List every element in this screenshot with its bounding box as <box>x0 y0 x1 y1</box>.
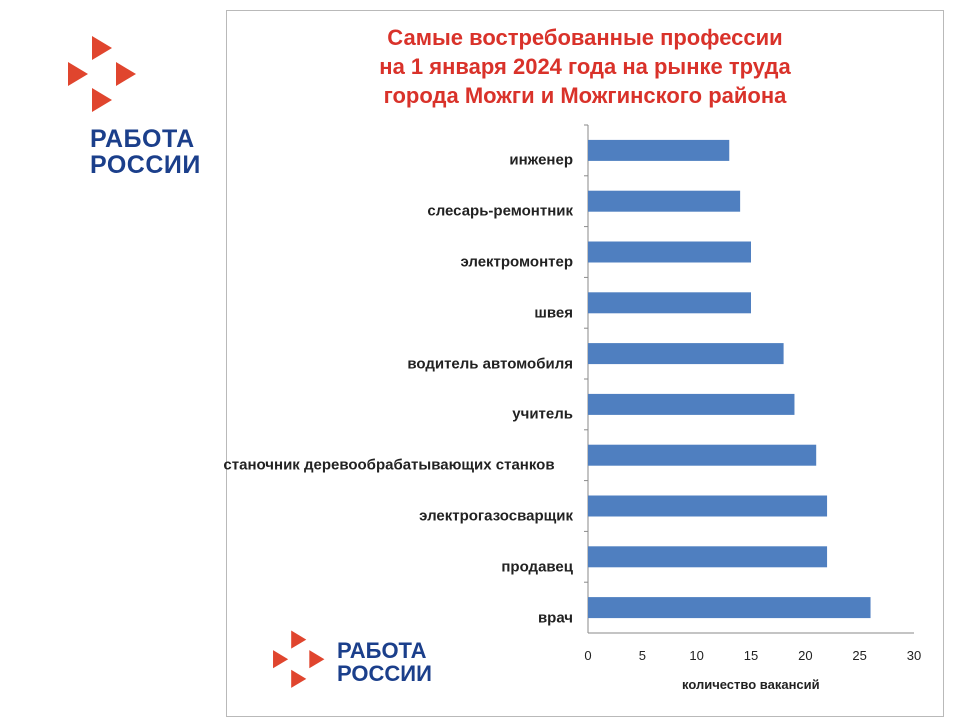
chart-title-line-3: города Можги и Можгинского района <box>383 83 787 108</box>
brand-logo: РАБОТА РОССИИ <box>55 34 215 184</box>
bar-2 <box>588 241 751 263</box>
category-label: водитель автомобиля <box>407 355 573 373</box>
bar-9 <box>588 597 871 619</box>
logo-line-1: РАБОТА <box>90 125 195 153</box>
category-label: электрогазосварщик <box>419 507 573 525</box>
x-tick-label: 25 <box>852 648 866 663</box>
bar-chart: 0 5 10 15 20 25 30 <box>584 124 921 663</box>
bar-6 <box>588 444 817 466</box>
inner-logo-text: РАБОТА РОССИИ <box>337 639 432 685</box>
inner-logo-arrows-icon <box>273 630 325 688</box>
category-label: учитель <box>512 405 573 423</box>
chart-title-line-1: Самые востребованные профессии <box>387 25 783 50</box>
logo-text: РАБОТА РОССИИ <box>90 126 201 178</box>
bar-4 <box>588 343 784 365</box>
inner-logo-line-2: РОССИИ <box>337 661 432 686</box>
x-tick-label: 20 <box>798 648 812 663</box>
x-tick-label: 15 <box>744 648 758 663</box>
x-tick-label: 0 <box>584 648 591 663</box>
category-label: швея <box>534 304 573 322</box>
bar-5 <box>588 393 795 415</box>
category-label: врач <box>537 609 573 627</box>
category-label: станочник деревообрабатывающих станков <box>223 456 555 474</box>
logo-line-2: РОССИИ <box>90 151 201 179</box>
inner-brand-logo: РАБОТА РОССИИ <box>267 629 447 699</box>
bar-3 <box>588 292 751 314</box>
inner-logo-line-1: РАБОТА <box>337 638 427 663</box>
category-label: инженер <box>509 151 573 169</box>
logo-arrows-icon <box>68 36 136 112</box>
bar-8 <box>588 546 828 568</box>
category-label: электромонтер <box>460 253 573 271</box>
x-tick-label: 10 <box>689 648 703 663</box>
x-tick-label: 5 <box>639 648 646 663</box>
chart-panel: Самые востребованные профессии на 1 янва… <box>223 10 944 717</box>
bar-1 <box>588 190 741 212</box>
chart-title-line-2: на 1 января 2024 года на рынке труда <box>379 54 791 79</box>
x-axis-label: количество вакансий <box>682 677 820 692</box>
category-label: продавец <box>501 558 573 576</box>
chart-title: Самые востребованные профессии на 1 янва… <box>227 23 943 110</box>
category-label: слесарь-ремонтник <box>427 202 573 220</box>
bar-7 <box>588 495 828 517</box>
x-tick-label: 30 <box>907 648 921 663</box>
bar-0 <box>588 139 730 161</box>
